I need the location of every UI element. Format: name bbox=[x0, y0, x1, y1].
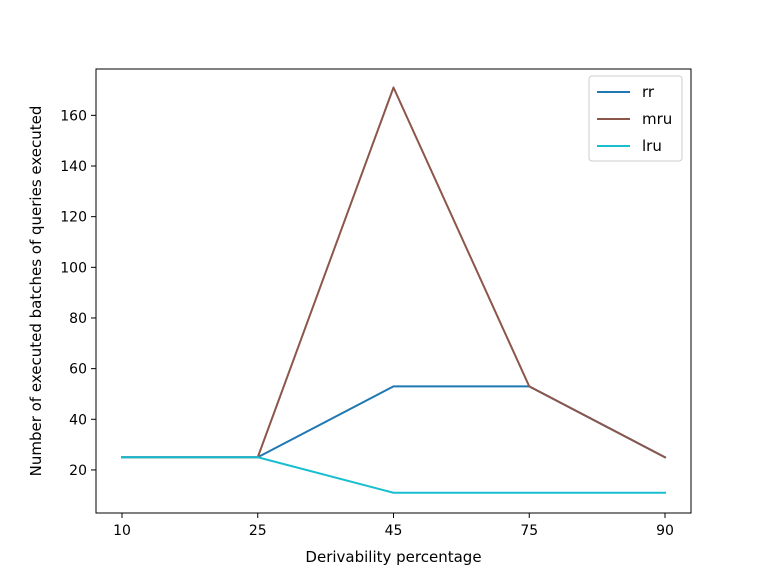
y-axis-ticks: 20 40 60 80 100 120 140 160 bbox=[60, 108, 96, 479]
legend-items: rr mru lru bbox=[597, 83, 672, 155]
legend-label-rr: rr bbox=[642, 83, 655, 101]
y-tick-label: 160 bbox=[60, 108, 87, 124]
legend: rr mru lru bbox=[588, 75, 683, 162]
x-tick-label: 25 bbox=[249, 523, 267, 539]
y-tick-label: 100 bbox=[60, 260, 87, 276]
x-tick-label: 10 bbox=[113, 523, 131, 539]
y-tick-label: 140 bbox=[60, 159, 87, 175]
y-tick-label: 120 bbox=[60, 210, 87, 226]
y-tick-label: 40 bbox=[69, 412, 87, 428]
y-axis-label: Number of executed batches of queries ex… bbox=[27, 106, 45, 477]
x-axis-label: Derivability percentage bbox=[305, 548, 481, 566]
x-tick-label: 45 bbox=[385, 523, 403, 539]
series-line-lru bbox=[121, 456, 666, 494]
legend-label-mru: mru bbox=[642, 110, 672, 128]
y-tick-label: 20 bbox=[69, 463, 87, 479]
legend-label-lru: lru bbox=[642, 137, 662, 155]
series-layer bbox=[121, 86, 667, 494]
y-tick-label: 60 bbox=[69, 362, 87, 378]
x-tick-label: 90 bbox=[656, 523, 674, 539]
x-axis-ticks: 10 25 45 75 90 bbox=[113, 513, 674, 539]
legend-frame bbox=[588, 75, 683, 162]
x-tick-label: 75 bbox=[520, 523, 538, 539]
y-tick-label: 80 bbox=[69, 311, 87, 327]
